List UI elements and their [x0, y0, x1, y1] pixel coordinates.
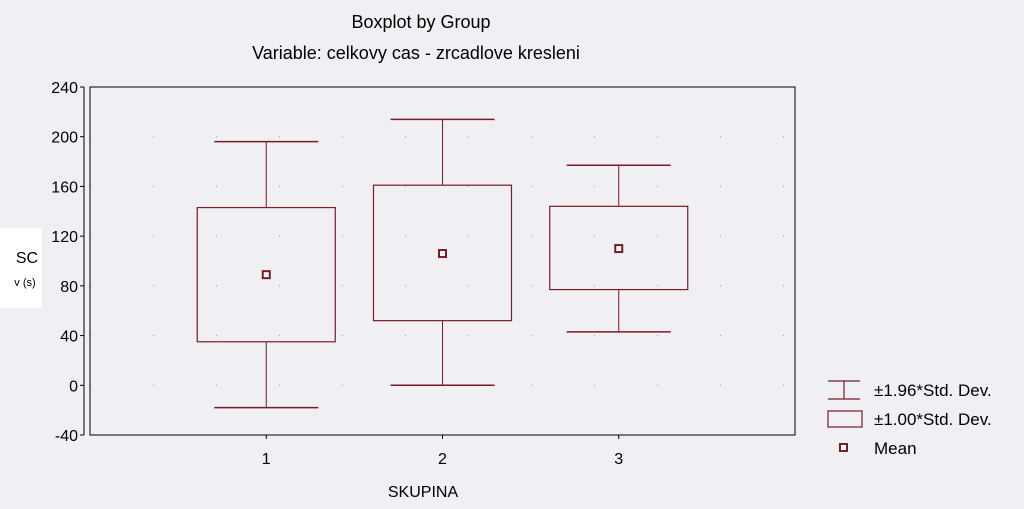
x-tick-layer: 1 2 3 [262, 435, 623, 468]
legend-box-swatch [827, 410, 863, 428]
legend: ±1.96*Std. Dev. ±1.00*Std. Dev. Mean [827, 380, 992, 458]
mean-marker-3 [614, 244, 624, 254]
y-tick-label: 160 [51, 179, 78, 196]
y-tick-label: 40 [60, 329, 78, 346]
y-axis-sublabel: v (s) [14, 277, 35, 289]
x-tick-label: 1 [262, 451, 271, 468]
y-axis-label: SC [16, 250, 38, 267]
x-tick-label: 3 [614, 451, 623, 468]
y-tick-layer: -40 0 40 80 120 160 200 240 [51, 80, 84, 445]
y-tick-label: 240 [51, 80, 78, 97]
y-tick-label: 80 [60, 279, 78, 296]
mean-marker-1 [261, 270, 271, 280]
y-tick-label: 0 [69, 378, 78, 395]
legend-mean-swatch [839, 443, 848, 452]
x-axis-label: SKUPINA [388, 484, 459, 501]
y-tick-label: -40 [55, 428, 78, 445]
sd-box-3 [549, 205, 689, 291]
y-tick-label: 200 [51, 130, 78, 147]
legend-label-box: ±1.00*Std. Dev. [874, 410, 992, 429]
legend-label-whisker: ±1.96*Std. Dev. [874, 381, 992, 400]
sd-box-1 [196, 206, 336, 343]
sd-box-2 [372, 184, 513, 322]
x-tick-label: 2 [438, 451, 447, 468]
legend-label-mean: Mean [874, 439, 917, 458]
chart-title: Boxplot by Group [351, 12, 490, 32]
y-tick-label: 120 [51, 229, 78, 246]
y-axis-label-panel [0, 228, 42, 308]
chart-subtitle: Variable: celkovy cas - zrcadlove kresle… [252, 43, 580, 63]
data-layer [196, 118, 689, 409]
mean-marker-2 [438, 249, 447, 259]
